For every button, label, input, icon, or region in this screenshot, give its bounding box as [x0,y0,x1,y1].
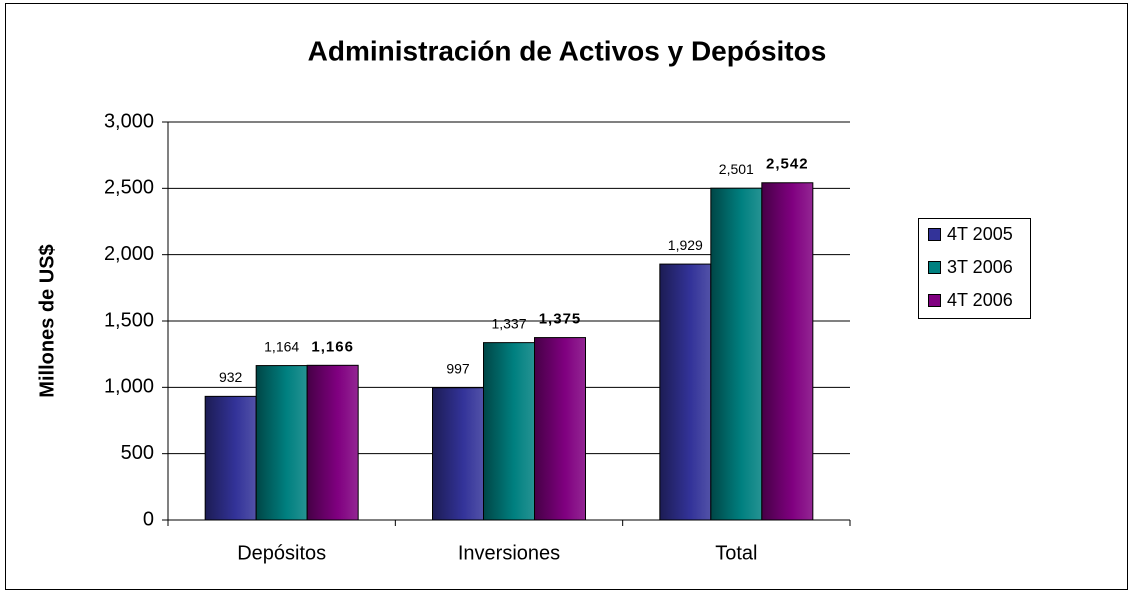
y-tick-label: 500 [121,442,154,464]
legend-label: 4T 2005 [947,224,1013,244]
chart-title: Administración de Activos y Depósitos [308,35,827,66]
data-label: 932 [219,369,243,385]
bar [761,182,814,521]
y-tick-label: 1,000 [104,376,154,398]
data-label: 1,929 [668,237,703,253]
y-tick-label: 0 [143,508,154,530]
y-tick-label: 1,500 [104,309,154,331]
bar [432,387,484,521]
data-label: 2,501 [719,161,754,177]
data-label: 1,375 [539,311,582,328]
bar [483,342,535,521]
bar [659,263,712,521]
bar [710,187,763,521]
legend-label: 4T 2006 [947,290,1013,310]
bar [255,365,308,521]
x-tick-label: Depósitos [237,542,326,564]
legend-swatch [928,261,941,274]
data-label: 1,337 [491,315,526,331]
legend-swatch [928,228,941,241]
y-tick-label: 2,000 [104,243,154,265]
data-label: 1,164 [264,338,299,354]
y-tick-label: 2,500 [104,177,154,199]
bar [204,395,257,521]
legend-label: 3T 2006 [947,257,1013,277]
y-axis-title: Millones de US$ [36,244,58,397]
data-label: 1,166 [311,338,354,355]
bar [306,364,359,521]
x-tick-label: Inversiones [458,542,560,564]
x-tick-label: Total [715,542,757,564]
y-tick-label: 3,000 [104,110,154,132]
bar [534,337,586,521]
data-label: 997 [446,360,470,376]
data-label: 2,542 [766,156,809,173]
legend-swatch [928,294,941,307]
